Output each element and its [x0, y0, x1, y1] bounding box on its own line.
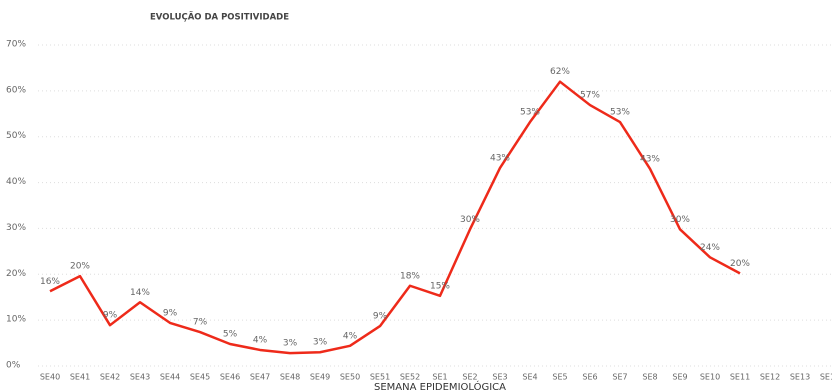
y-tick-label: 20%	[6, 269, 26, 279]
x-tick-label: SE7	[612, 373, 627, 382]
y-tick-label: 30%	[6, 223, 26, 233]
y-tick-label: 60%	[6, 85, 26, 95]
x-tick-label: SE13	[790, 373, 810, 382]
x-tick-label: SE45	[190, 373, 210, 382]
data-label: 30%	[460, 215, 480, 225]
x-axis-label: SEMANA EPIDEMIOLÓGICA	[374, 380, 506, 392]
x-tick-label: SE5	[552, 373, 567, 382]
data-label: 9%	[103, 311, 118, 321]
x-tick-label: SE52	[400, 373, 420, 382]
x-tick-label: SE14	[820, 373, 832, 382]
data-label: 16%	[40, 277, 60, 287]
x-tick-label: SE4	[522, 373, 537, 382]
x-tick-label: SE9	[672, 373, 687, 382]
x-tick-label: SE47	[250, 373, 270, 382]
x-tick-label: SE12	[760, 373, 780, 382]
y-tick-label: 0%	[6, 361, 21, 371]
x-tick-label: SE46	[220, 373, 240, 382]
data-label: 3%	[313, 338, 328, 348]
data-label: 24%	[700, 243, 720, 253]
data-label: 30%	[670, 215, 690, 225]
x-tick-label: SE49	[310, 373, 330, 382]
x-tick-label: SE11	[730, 373, 750, 382]
x-tick-label: SE48	[280, 373, 300, 382]
x-tick-label: SE42	[100, 373, 120, 382]
x-tick-label: SE50	[340, 373, 360, 382]
data-label: 4%	[343, 331, 358, 341]
data-label: 15%	[430, 281, 450, 291]
line-series	[49, 80, 741, 355]
data-label: 43%	[640, 154, 660, 164]
x-tick-label: SE40	[40, 373, 60, 382]
data-label: 9%	[163, 308, 178, 318]
x-tick-label: SE6	[582, 373, 597, 382]
x-tick-label: SE43	[130, 373, 150, 382]
data-label: 18%	[400, 271, 420, 281]
data-label: 7%	[193, 318, 208, 328]
data-label: 57%	[580, 91, 600, 101]
y-tick-label: 70%	[6, 40, 26, 50]
data-label: 20%	[70, 262, 90, 272]
data-label: 4%	[253, 335, 268, 345]
x-tick-label: SE2	[462, 373, 477, 382]
y-tick-label: 50%	[6, 131, 26, 141]
data-label: 9%	[373, 312, 388, 322]
y-tick-label: 10%	[6, 315, 26, 325]
data-label: 20%	[730, 259, 750, 269]
data-label: 43%	[490, 153, 510, 163]
x-tick-label: SE1	[432, 373, 447, 382]
x-tick-label: SE44	[160, 373, 180, 382]
data-label: 5%	[223, 329, 238, 339]
y-tick-label: 40%	[6, 177, 26, 187]
data-label: 53%	[610, 108, 630, 118]
data-label: 53%	[520, 108, 540, 118]
x-tick-label: SE51	[370, 373, 390, 382]
x-tick-label: SE8	[642, 373, 657, 382]
data-label: 3%	[283, 339, 298, 349]
chart-title: EVOLUÇÃO DA POSITIVIDADE	[150, 12, 289, 23]
data-label: 14%	[130, 288, 150, 298]
x-tick-label: SE41	[70, 373, 90, 382]
x-tick-label: SE10	[700, 373, 720, 382]
x-tick-label: SE3	[492, 373, 507, 382]
data-label: 62%	[550, 67, 570, 77]
